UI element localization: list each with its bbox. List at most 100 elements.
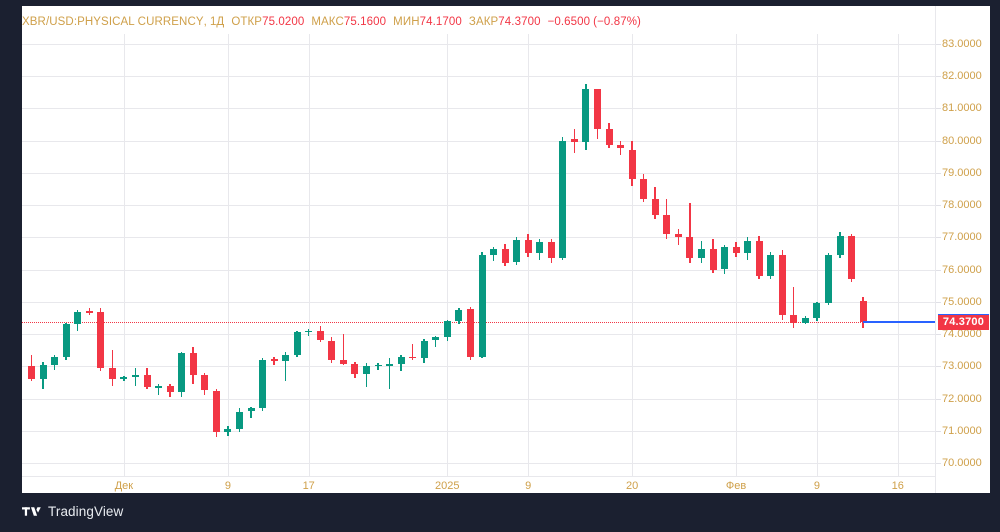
candlestick[interactable] — [559, 34, 567, 476]
candlestick[interactable] — [132, 34, 139, 476]
candlestick[interactable] — [686, 34, 694, 476]
time-tick-label: 9 — [813, 480, 820, 492]
candlestick[interactable] — [178, 34, 186, 476]
candlestick[interactable] — [501, 34, 509, 476]
candlestick[interactable] — [478, 34, 486, 476]
candlestick[interactable] — [778, 34, 786, 476]
candlestick[interactable] — [547, 34, 555, 476]
legend-symbol[interactable]: XBR/USD:PHYSICAL CURRENCY — [22, 16, 204, 28]
candlestick[interactable] — [813, 34, 821, 476]
candlestick[interactable] — [455, 34, 463, 476]
tradingview-branding[interactable]: TradingView — [22, 498, 123, 524]
price-scale[interactable]: 83.0000 82.0000 81.0000 80.0000 79.0000 78.00… — [935, 6, 990, 493]
price-tick-label: 71.0000 — [942, 424, 982, 437]
candlestick[interactable] — [28, 34, 35, 476]
candle-wick — [793, 287, 795, 328]
candlestick[interactable] — [155, 34, 163, 476]
candlestick[interactable] — [732, 34, 740, 476]
candlestick[interactable] — [120, 34, 128, 476]
candlestick[interactable] — [51, 34, 59, 476]
candlestick[interactable] — [74, 34, 82, 476]
candlestick[interactable] — [697, 34, 705, 476]
candlestick[interactable] — [316, 34, 324, 476]
candlestick[interactable] — [801, 34, 809, 476]
candlestick[interactable] — [374, 34, 382, 476]
candlestick[interactable] — [363, 34, 370, 476]
candlestick[interactable] — [409, 34, 417, 476]
candlestick[interactable] — [466, 34, 474, 476]
candlestick[interactable] — [651, 34, 659, 476]
candlestick[interactable] — [709, 34, 717, 476]
candle-body — [582, 88, 590, 142]
candle-body — [397, 356, 405, 365]
candlestick[interactable] — [201, 34, 209, 476]
candlestick[interactable] — [513, 34, 521, 476]
last-close-badge[interactable]: 74.3700 — [938, 315, 989, 331]
candlestick[interactable] — [397, 34, 405, 476]
candlestick[interactable] — [605, 34, 613, 476]
candlestick[interactable] — [212, 34, 220, 476]
candlestick[interactable] — [270, 34, 278, 476]
candle-body — [97, 311, 105, 368]
gridline-vertical — [447, 34, 449, 476]
candlestick[interactable] — [663, 34, 671, 476]
candlestick[interactable] — [432, 34, 440, 476]
candle-body — [605, 129, 613, 146]
candlestick[interactable] — [39, 34, 47, 476]
candlestick[interactable] — [721, 34, 728, 476]
candlestick[interactable] — [594, 34, 601, 476]
legend-high-label: МАКС — [311, 16, 344, 28]
candlestick[interactable] — [282, 34, 290, 476]
candlestick[interactable] — [247, 34, 255, 476]
candlestick[interactable] — [490, 34, 497, 476]
candlestick-plot-area[interactable] — [22, 34, 935, 476]
candlestick[interactable] — [293, 34, 301, 476]
candlestick[interactable] — [328, 34, 336, 476]
candlestick[interactable] — [235, 34, 243, 476]
candle-body — [432, 337, 440, 341]
candlestick[interactable] — [755, 34, 763, 476]
candlestick[interactable] — [305, 34, 313, 476]
candle-body — [721, 246, 728, 270]
candlestick[interactable] — [836, 34, 844, 476]
candlestick[interactable] — [259, 34, 266, 476]
candlestick[interactable] — [443, 34, 451, 476]
candle-body — [28, 366, 35, 380]
candlestick[interactable] — [420, 34, 428, 476]
gridline-vertical — [897, 34, 899, 476]
candlestick[interactable] — [189, 34, 197, 476]
legend-interval[interactable]: 1Д — [209, 16, 225, 28]
candlestick[interactable] — [790, 34, 798, 476]
price-tick-mark — [936, 334, 941, 335]
candlestick[interactable] — [351, 34, 359, 476]
price-tick-label: 77.0000 — [942, 231, 982, 244]
candlestick[interactable] — [848, 34, 856, 476]
price-tick-label: 74.0000 — [942, 328, 982, 340]
candle-body — [120, 377, 128, 379]
candlestick[interactable] — [62, 34, 70, 476]
candlestick[interactable] — [744, 34, 752, 476]
candlestick[interactable] — [582, 34, 590, 476]
candlestick[interactable] — [108, 34, 116, 476]
candlestick[interactable] — [640, 34, 648, 476]
candlestick[interactable] — [386, 34, 394, 476]
candlestick[interactable] — [536, 34, 544, 476]
candlestick[interactable] — [85, 34, 93, 476]
candlestick[interactable] — [570, 34, 578, 476]
candlestick[interactable] — [524, 34, 532, 476]
candlestick[interactable] — [143, 34, 151, 476]
candlestick[interactable] — [166, 34, 174, 476]
candle-body — [247, 408, 255, 412]
candle-body — [443, 321, 451, 338]
candlestick[interactable] — [825, 34, 832, 476]
candlestick[interactable] — [628, 34, 636, 476]
time-scale[interactable]: Дек 9 17 2025 9 20 Фев 9 16 — [22, 476, 935, 493]
candlestick[interactable] — [767, 34, 775, 476]
candlestick[interactable] — [97, 34, 105, 476]
candlestick[interactable] — [617, 34, 625, 476]
candlestick[interactable] — [224, 34, 232, 476]
candlestick[interactable] — [859, 34, 867, 476]
candlestick[interactable] — [339, 34, 347, 476]
gridline-horizontal — [22, 140, 935, 142]
candlestick[interactable] — [674, 34, 682, 476]
